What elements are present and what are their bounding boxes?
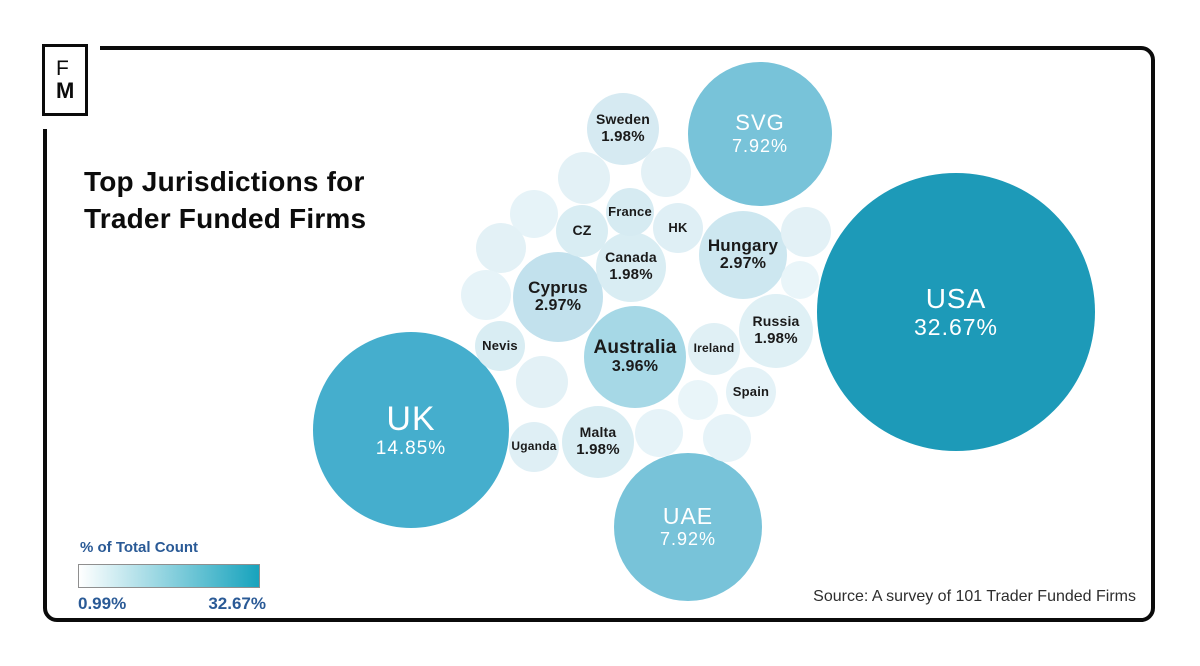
bubble-name-label: Russia xyxy=(752,313,800,330)
bubble-spain: Spain xyxy=(726,367,776,417)
legend-title: % of Total Count xyxy=(80,539,199,556)
bubble-name-label: Australia xyxy=(593,336,677,358)
bubble-percent-label: 1.98% xyxy=(576,440,620,458)
page-title-line1: Top Jurisdictions for xyxy=(84,166,365,197)
bubble-unlabeled xyxy=(476,223,526,273)
bubble-percent-label: 1.98% xyxy=(601,127,645,145)
bubble-name-label: Hungary xyxy=(707,236,779,256)
bubble-uae: UAE 7.92% xyxy=(614,453,762,601)
bubble-unlabeled xyxy=(558,152,610,204)
bubble-uk: UK 14.85% xyxy=(313,332,509,528)
legend-gradient-bar xyxy=(78,564,260,588)
bubble-svg: SVG 7.92% xyxy=(688,62,832,206)
bubble-hk: HK xyxy=(653,203,703,253)
page-title: Top Jurisdictions for Trader Funded Firm… xyxy=(84,163,366,237)
legend-max-label: 32.67% xyxy=(208,594,266,613)
bubble-percent-label: 2.97% xyxy=(534,297,582,315)
bubble-unlabeled xyxy=(461,270,511,320)
logo-letter-m: M xyxy=(56,78,75,103)
bubble-ireland: Ireland xyxy=(688,323,740,375)
bubble-name-label: Canada xyxy=(605,249,657,266)
fm-logo: F M xyxy=(42,44,88,116)
bubble-unlabeled xyxy=(641,147,691,197)
source-text: Source: A survey of 101 Trader Funded Fi… xyxy=(813,588,1136,605)
bubble-name-label: Malta xyxy=(579,424,617,441)
bubble-cyprus: Cyprus 2.97% xyxy=(513,252,603,342)
bubble-name-label: Sweden xyxy=(595,111,651,128)
bubble-percent-label: 14.85% xyxy=(375,437,447,459)
bubble-unlabeled xyxy=(703,414,751,462)
bubble-name-label: USA xyxy=(925,282,987,314)
logo-letter-f: F xyxy=(56,57,69,80)
color-legend: % of Total Count 0.99% 32.67% xyxy=(78,539,266,614)
bubble-percent-label: 1.98% xyxy=(754,329,798,347)
bubble-name-label: UK xyxy=(386,399,436,438)
bubble-unlabeled xyxy=(781,261,819,299)
bubble-name-label: Ireland xyxy=(693,341,735,356)
bubble-france: France xyxy=(606,188,654,236)
bubble-russia: Russia 1.98% xyxy=(739,294,813,368)
bubble-percent-label: 7.92% xyxy=(659,529,717,550)
bubble-hungary: Hungary 2.97% xyxy=(699,211,787,299)
legend-values: 0.99% 32.67% xyxy=(78,594,266,614)
bubble-name-label: SVG xyxy=(735,110,785,136)
bubble-malta: Malta 1.98% xyxy=(562,406,634,478)
bubble-name-label: Uganda xyxy=(511,439,557,454)
bubble-percent-label: 3.96% xyxy=(611,358,659,376)
bubble-percent-label: 2.97% xyxy=(719,255,767,273)
bubble-cz: CZ xyxy=(556,205,608,257)
bubble-sweden: Sweden 1.98% xyxy=(587,93,659,165)
bubble-nevis: Nevis xyxy=(475,321,525,371)
bubble-name-label: France xyxy=(608,203,652,219)
bubble-name-label: UAE xyxy=(662,502,714,529)
bubble-australia: Australia 3.96% xyxy=(584,306,686,408)
bubble-usa: USA 32.67% xyxy=(817,173,1095,451)
bubble-name-label: CZ xyxy=(572,222,592,239)
bubble-name-label: HK xyxy=(668,219,688,235)
bubble-unlabeled xyxy=(781,207,831,257)
bubble-name-label: Nevis xyxy=(482,337,518,353)
bubble-unlabeled xyxy=(516,356,568,408)
bubble-unlabeled xyxy=(678,380,718,420)
page-title-line2: Trader Funded Firms xyxy=(84,203,367,234)
bubble-percent-label: 1.98% xyxy=(609,265,653,283)
bubble-name-label: Cyprus xyxy=(528,278,588,298)
bubble-unlabeled xyxy=(635,409,683,457)
bubble-uganda: Uganda xyxy=(509,422,559,472)
bubble-canada: Canada 1.98% xyxy=(596,232,666,302)
bubble-name-label: Spain xyxy=(732,383,770,399)
legend-min-label: 0.99% xyxy=(78,594,127,613)
bubble-percent-label: 7.92% xyxy=(731,135,789,156)
bubble-percent-label: 32.67% xyxy=(913,314,998,341)
